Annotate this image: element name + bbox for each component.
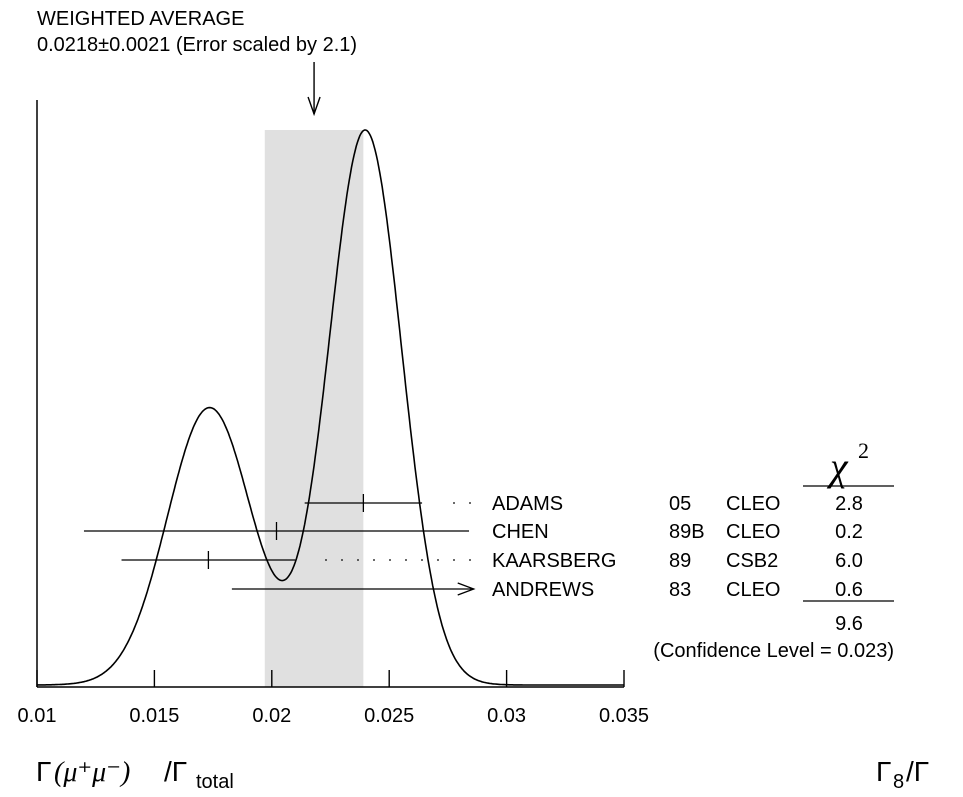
measurement-year: 83 bbox=[669, 579, 691, 601]
measurement-leader-dot bbox=[389, 559, 391, 561]
measurement-author: ADAMS bbox=[492, 493, 563, 515]
weighted-average-band bbox=[264, 130, 364, 687]
x-tick-label: 0.025 bbox=[364, 705, 414, 727]
measurement-row: KAARSBERG 89 CSB2 6.0 bbox=[121, 550, 863, 572]
x-axis-ticks: 0.01 0.015 0.02 0.025 0.03 0.035 bbox=[18, 670, 649, 727]
x-tick-label: 0.03 bbox=[487, 705, 526, 727]
measurement-experiment: CLEO bbox=[726, 493, 780, 515]
chi2-header-power: 2 bbox=[858, 438, 869, 463]
measurement-year: 89 bbox=[669, 550, 691, 572]
measurement-chi2: 0.2 bbox=[835, 521, 863, 543]
measurement-leader-dot bbox=[469, 502, 471, 504]
x-axis-label: Γ (μ⁺μ⁻) /Γ total bbox=[36, 756, 234, 793]
measurement-leader-dot bbox=[357, 559, 359, 561]
x-axis-label-sub: total bbox=[196, 771, 234, 793]
measurements-group: ADAMS 05 CLEO 2.8 CHEN 89B CLEO 0.2 KAARSBERG 89 C… bbox=[83, 493, 863, 601]
measurement-leader-dot bbox=[341, 559, 343, 561]
measurement-arrow-head bbox=[457, 582, 476, 596]
weighted-average-arrow-head bbox=[307, 96, 321, 117]
measurement-chi2: 6.0 bbox=[835, 550, 863, 572]
right-label-sub: 8 bbox=[893, 771, 904, 793]
right-axis-label: Γ 8 /Γ bbox=[876, 756, 929, 793]
measurement-experiment: CLEO bbox=[726, 579, 780, 601]
measurement-leader-dot bbox=[373, 559, 375, 561]
x-tick-label: 0.015 bbox=[129, 705, 179, 727]
measurement-leader-dot bbox=[421, 559, 423, 561]
weighted-average-arrow bbox=[307, 62, 321, 117]
confidence-level: (Confidence Level = 0.023) bbox=[653, 640, 894, 662]
x-tick-label: 0.01 bbox=[18, 705, 57, 727]
x-tick-label: 0.035 bbox=[599, 705, 649, 727]
measurement-author: ANDREWS bbox=[492, 579, 594, 601]
measurement-author: KAARSBERG bbox=[492, 550, 616, 572]
x-axis-label-particles: (μ⁺μ⁻) bbox=[54, 757, 130, 788]
measurement-leader-dot bbox=[469, 559, 471, 561]
x-tick-label: 0.02 bbox=[252, 705, 291, 727]
chi2-header: χ bbox=[826, 444, 849, 489]
measurement-chi2: 0.6 bbox=[835, 579, 863, 601]
measurement-leader-dot bbox=[437, 559, 439, 561]
chi2-total: 9.6 bbox=[835, 613, 863, 635]
measurement-row: CHEN 89B CLEO 0.2 bbox=[83, 521, 863, 543]
measurement-row: ADAMS 05 CLEO 2.8 bbox=[304, 493, 863, 515]
measurement-experiment: CLEO bbox=[726, 521, 780, 543]
ideogram-curve bbox=[37, 129, 624, 686]
chart-subtitle: 0.0218±0.0021 (Error scaled by 2.1) bbox=[37, 34, 357, 56]
right-label-over: /Γ bbox=[906, 756, 929, 787]
measurement-row: ANDREWS 83 CLEO 0.6 bbox=[231, 579, 863, 601]
measurement-leader-dot bbox=[453, 502, 455, 504]
measurement-experiment: CSB2 bbox=[726, 550, 778, 572]
chart-title: WEIGHTED AVERAGE bbox=[37, 8, 244, 30]
measurement-leader-dot bbox=[325, 559, 327, 561]
x-axis-label-over: /Γ bbox=[164, 756, 187, 787]
measurement-leader-dot bbox=[405, 559, 407, 561]
measurement-year: 89B bbox=[669, 521, 705, 543]
x-axis-label-gamma: Γ bbox=[36, 756, 51, 787]
measurement-year: 05 bbox=[669, 493, 691, 515]
measurement-leader-dot bbox=[453, 559, 455, 561]
measurement-chi2: 2.8 bbox=[835, 493, 863, 515]
measurement-author: CHEN bbox=[492, 521, 549, 543]
right-label-gamma: Γ bbox=[876, 756, 891, 787]
